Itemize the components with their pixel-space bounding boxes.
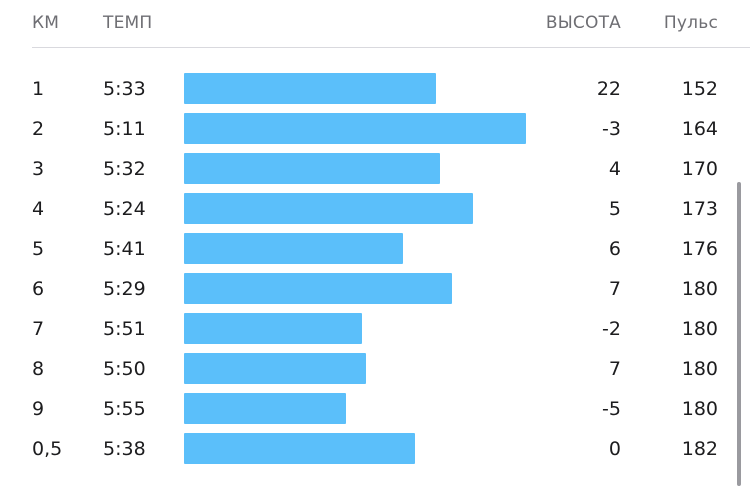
split-heart-rate: 164 — [681, 118, 718, 140]
split-elevation: -5 — [602, 398, 621, 420]
split-elevation: -3 — [602, 118, 621, 140]
header-pace: ТЕМП — [103, 13, 153, 33]
pace-bar — [184, 313, 362, 344]
split-row: 0,5 5:38 0 182 — [0, 430, 750, 470]
split-pace: 5:33 — [103, 78, 146, 100]
split-row: 8 5:50 7 180 — [0, 350, 750, 390]
header-divider — [32, 47, 750, 48]
splits-list: 1 5:33 22 152 2 5:11 -3 164 3 5:32 4 170 4 5:24 5 173 5 5… — [0, 70, 750, 470]
pace-bar — [184, 393, 346, 424]
split-heart-rate: 176 — [681, 238, 718, 260]
split-heart-rate: 180 — [681, 358, 718, 380]
split-pace: 5:29 — [103, 278, 146, 300]
split-heart-rate: 182 — [681, 438, 718, 460]
header-heart-rate: Пульс — [663, 13, 718, 33]
pace-bar — [184, 153, 440, 184]
split-km: 6 — [32, 278, 45, 300]
split-pace: 5:50 — [103, 358, 146, 380]
split-pace: 5:24 — [103, 198, 146, 220]
split-pace: 5:51 — [103, 318, 146, 340]
pace-bar — [184, 353, 366, 384]
split-heart-rate: 173 — [681, 198, 718, 220]
split-row: 3 5:32 4 170 — [0, 150, 750, 190]
split-km: 3 — [32, 158, 45, 180]
split-elevation: 7 — [608, 358, 621, 380]
split-row: 7 5:51 -2 180 — [0, 310, 750, 350]
split-elevation: 22 — [596, 78, 621, 100]
split-row: 9 5:55 -5 180 — [0, 390, 750, 430]
split-km: 1 — [32, 78, 45, 100]
pace-bar — [184, 433, 415, 464]
split-pace: 5:41 — [103, 238, 146, 260]
split-heart-rate: 180 — [681, 278, 718, 300]
split-heart-rate: 152 — [681, 78, 718, 100]
split-row: 5 5:41 6 176 — [0, 230, 750, 270]
pace-bar — [184, 273, 452, 304]
pace-bar — [184, 73, 436, 104]
scrollbar[interactable] — [737, 182, 741, 486]
split-elevation: 6 — [608, 238, 621, 260]
split-km: 8 — [32, 358, 45, 380]
splits-header: КМ ТЕМП ВЫСОТА Пульс — [0, 0, 750, 48]
split-heart-rate: 180 — [681, 318, 718, 340]
split-row: 1 5:33 22 152 — [0, 70, 750, 110]
split-elevation: 7 — [608, 278, 621, 300]
split-row: 4 5:24 5 173 — [0, 190, 750, 230]
split-heart-rate: 170 — [681, 158, 718, 180]
split-km: 5 — [32, 238, 45, 260]
split-km: 0,5 — [32, 438, 63, 460]
split-elevation: -2 — [602, 318, 621, 340]
split-km: 2 — [32, 118, 45, 140]
split-elevation: 5 — [608, 198, 621, 220]
split-heart-rate: 180 — [681, 398, 718, 420]
split-km: 7 — [32, 318, 45, 340]
split-row: 2 5:11 -3 164 — [0, 110, 750, 150]
split-row: 6 5:29 7 180 — [0, 270, 750, 310]
header-km: КМ — [32, 13, 60, 33]
split-km: 9 — [32, 398, 45, 420]
split-pace: 5:38 — [103, 438, 146, 460]
split-elevation: 0 — [608, 438, 621, 460]
split-elevation: 4 — [608, 158, 621, 180]
split-pace: 5:55 — [103, 398, 146, 420]
split-pace: 5:11 — [103, 118, 146, 140]
split-km: 4 — [32, 198, 45, 220]
pace-bar — [184, 113, 526, 144]
pace-bar — [184, 193, 473, 224]
header-elevation: ВЫСОТА — [545, 13, 621, 33]
pace-bar — [184, 233, 403, 264]
split-pace: 5:32 — [103, 158, 146, 180]
